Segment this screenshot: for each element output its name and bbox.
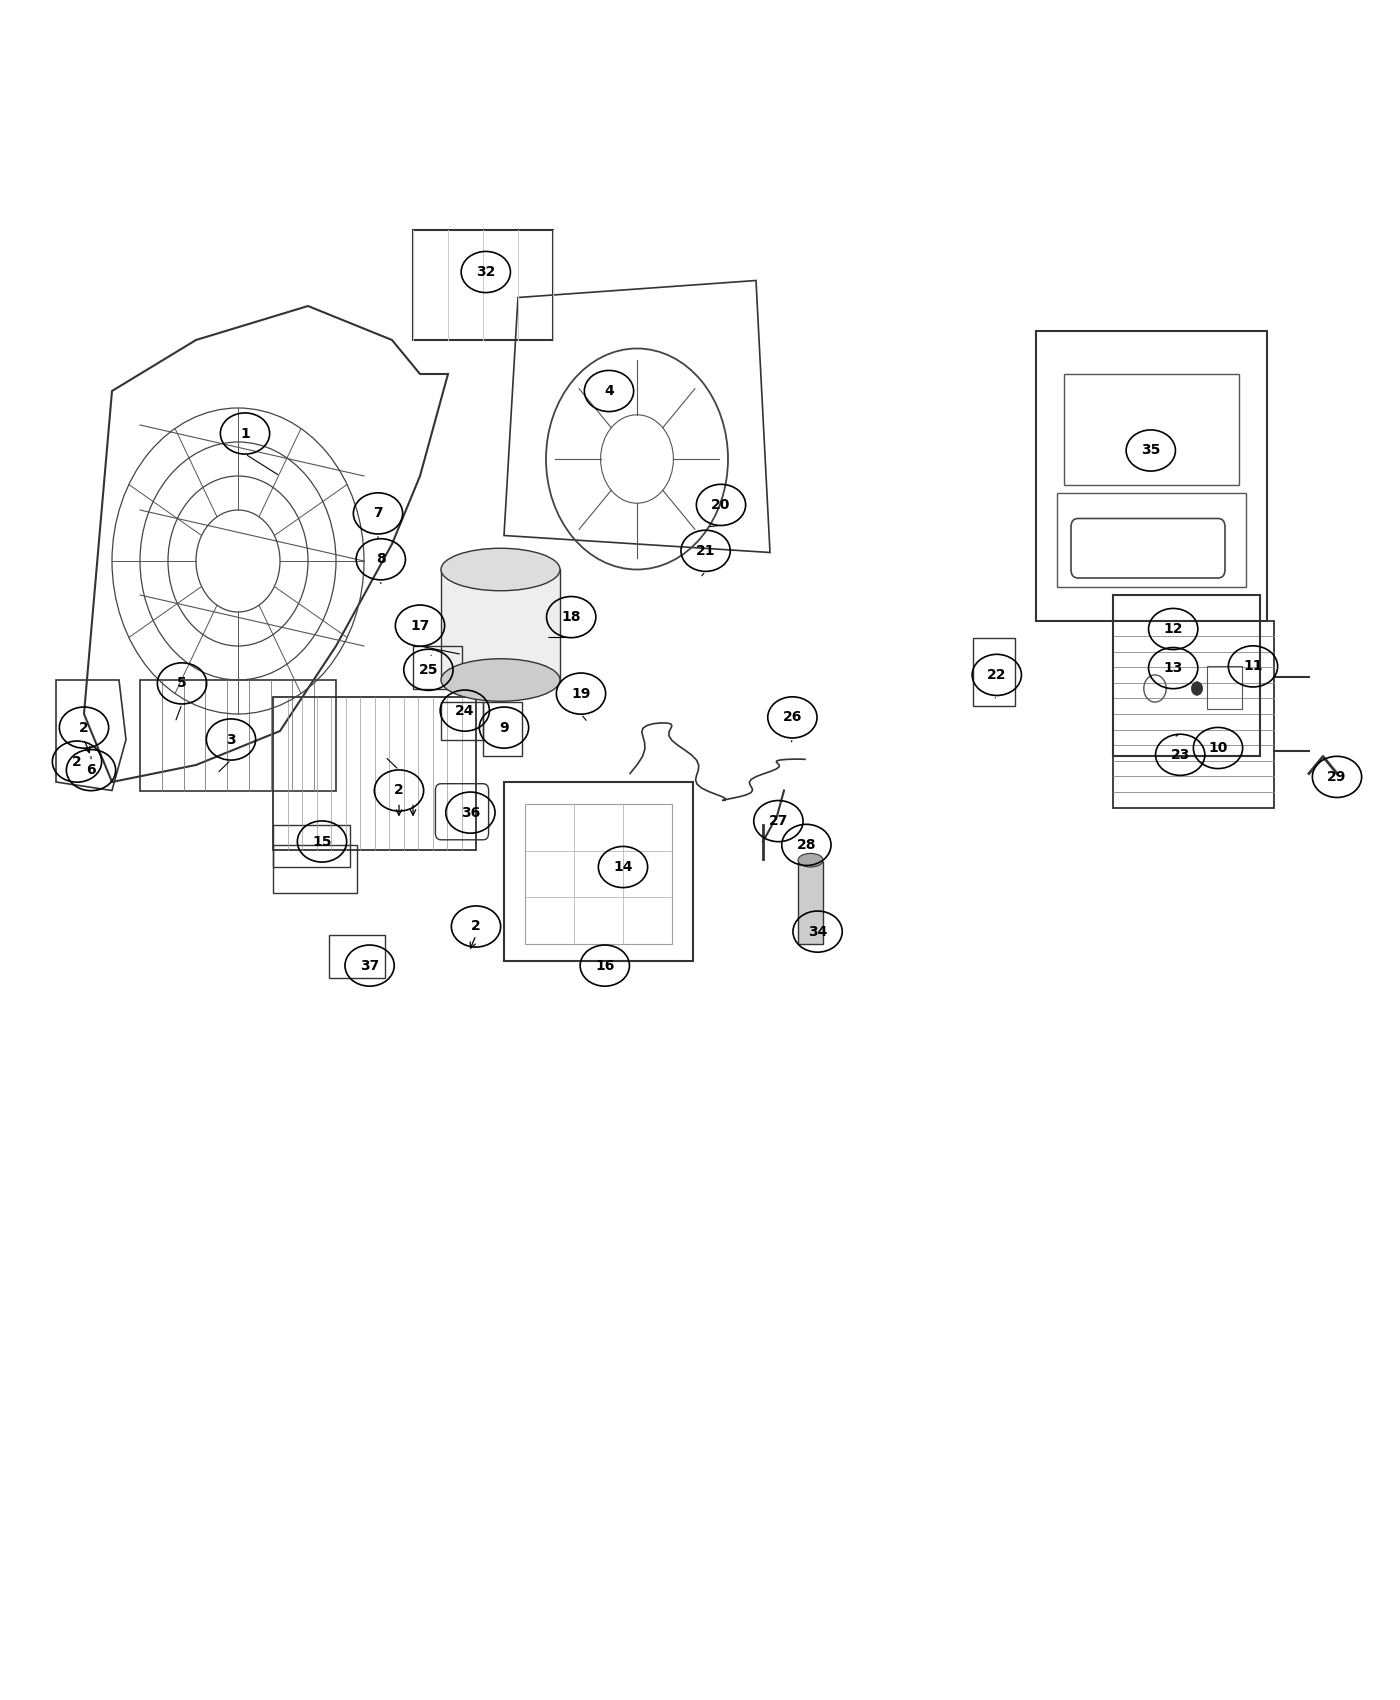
Bar bbox=[273, 697, 476, 850]
Text: 28: 28 bbox=[797, 838, 816, 852]
Text: 13: 13 bbox=[1163, 661, 1183, 675]
Text: 22: 22 bbox=[987, 668, 1007, 682]
Text: 3: 3 bbox=[227, 733, 235, 746]
Bar bbox=[329, 935, 385, 978]
Text: 20: 20 bbox=[711, 498, 731, 512]
Text: 34: 34 bbox=[808, 925, 827, 938]
Text: 19: 19 bbox=[571, 687, 591, 700]
Text: 11: 11 bbox=[1243, 660, 1263, 673]
Bar bbox=[973, 638, 1015, 706]
Text: 12: 12 bbox=[1163, 622, 1183, 636]
Text: 21: 21 bbox=[696, 544, 715, 558]
Text: 2: 2 bbox=[80, 721, 88, 734]
Text: 15: 15 bbox=[312, 835, 332, 848]
Text: 32: 32 bbox=[476, 265, 496, 279]
Bar bbox=[413, 230, 553, 340]
Bar bbox=[1036, 332, 1267, 620]
Text: 7: 7 bbox=[374, 507, 382, 520]
Text: 18: 18 bbox=[561, 610, 581, 624]
Circle shape bbox=[1191, 682, 1203, 695]
Bar bbox=[798, 862, 823, 944]
Text: 8: 8 bbox=[377, 552, 385, 566]
Text: 5: 5 bbox=[178, 677, 186, 690]
Bar bbox=[1057, 493, 1246, 586]
Bar bbox=[273, 845, 357, 892]
Bar bbox=[441, 702, 483, 740]
Text: 6: 6 bbox=[87, 763, 95, 777]
Text: 24: 24 bbox=[455, 704, 475, 717]
Ellipse shape bbox=[441, 547, 560, 592]
Bar bbox=[140, 680, 336, 790]
Ellipse shape bbox=[798, 853, 823, 867]
Bar bbox=[1113, 620, 1274, 808]
Text: 29: 29 bbox=[1327, 770, 1347, 784]
Bar bbox=[441, 570, 560, 680]
Text: 37: 37 bbox=[360, 959, 379, 972]
Text: 2: 2 bbox=[73, 755, 81, 768]
Text: 25: 25 bbox=[419, 663, 438, 677]
Bar bbox=[483, 702, 522, 756]
Ellipse shape bbox=[441, 660, 560, 702]
Bar bbox=[1207, 666, 1242, 709]
Text: 26: 26 bbox=[783, 711, 802, 724]
Text: 23: 23 bbox=[1170, 748, 1190, 762]
Text: 16: 16 bbox=[595, 959, 615, 972]
Text: 1: 1 bbox=[241, 427, 249, 440]
Bar bbox=[413, 646, 462, 688]
Text: 2: 2 bbox=[472, 920, 480, 933]
Text: 10: 10 bbox=[1208, 741, 1228, 755]
Text: 27: 27 bbox=[769, 814, 788, 828]
Bar bbox=[1113, 595, 1260, 756]
Bar bbox=[504, 782, 693, 960]
Text: 4: 4 bbox=[605, 384, 613, 398]
Bar bbox=[1064, 374, 1239, 484]
Text: 2: 2 bbox=[395, 784, 403, 797]
Bar bbox=[525, 804, 672, 944]
Text: 36: 36 bbox=[461, 806, 480, 819]
Text: 14: 14 bbox=[613, 860, 633, 874]
Text: 17: 17 bbox=[410, 619, 430, 632]
Text: 35: 35 bbox=[1141, 444, 1161, 457]
Text: 9: 9 bbox=[500, 721, 508, 734]
Bar bbox=[273, 824, 350, 867]
